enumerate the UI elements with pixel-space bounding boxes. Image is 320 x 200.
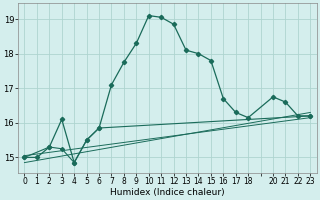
X-axis label: Humidex (Indice chaleur): Humidex (Indice chaleur) [110, 188, 225, 197]
